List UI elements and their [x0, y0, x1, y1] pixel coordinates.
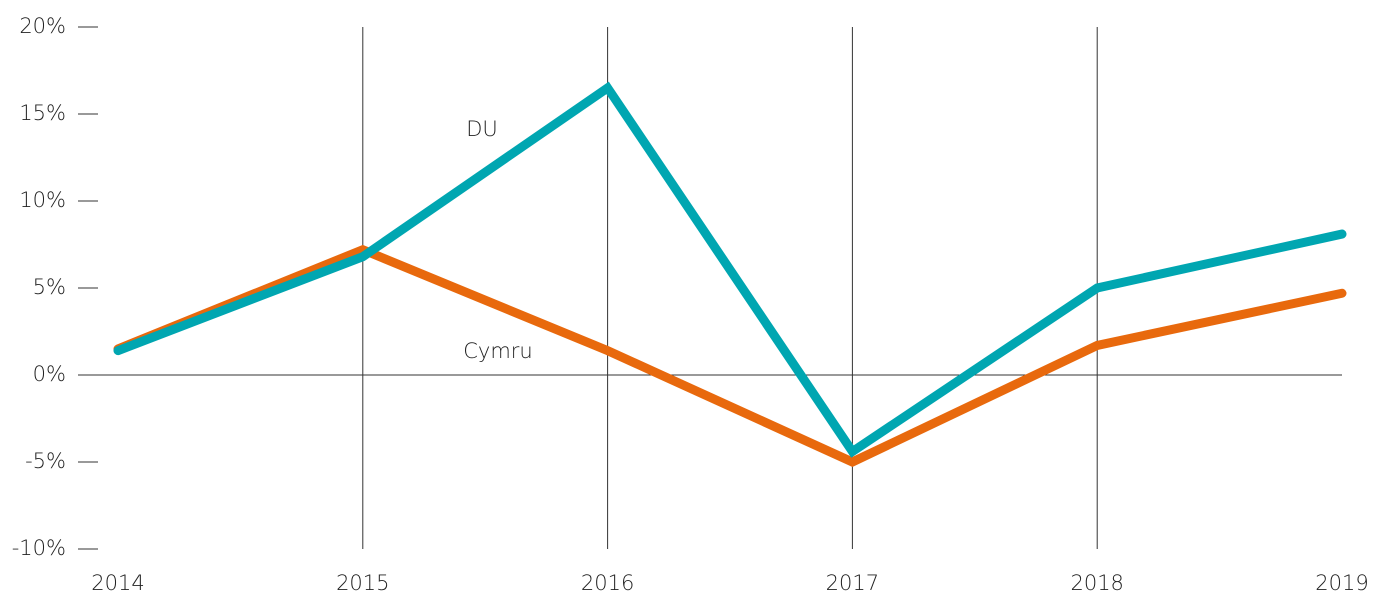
y-tick-label: 15% [19, 101, 66, 125]
x-tick-label: 2018 [1070, 571, 1123, 595]
y-tick-label: -10% [12, 536, 66, 560]
y-tick-label: 0% [33, 362, 66, 386]
x-tick-label: 2017 [826, 571, 879, 595]
series-label: Cymru [463, 339, 533, 363]
y-tick-label: 10% [19, 188, 66, 212]
y-tick-label: 20% [19, 14, 66, 38]
y-tick-label: -5% [25, 449, 66, 473]
x-tick-label: 2014 [91, 571, 144, 595]
x-tick-label: 2019 [1315, 571, 1368, 595]
series-label: DU [466, 117, 498, 141]
x-tick-label: 2015 [336, 571, 389, 595]
x-tick-label: 2016 [581, 571, 634, 595]
y-tick-label: 5% [33, 275, 66, 299]
series-line [113, 81, 1347, 458]
series-line [113, 244, 1347, 467]
